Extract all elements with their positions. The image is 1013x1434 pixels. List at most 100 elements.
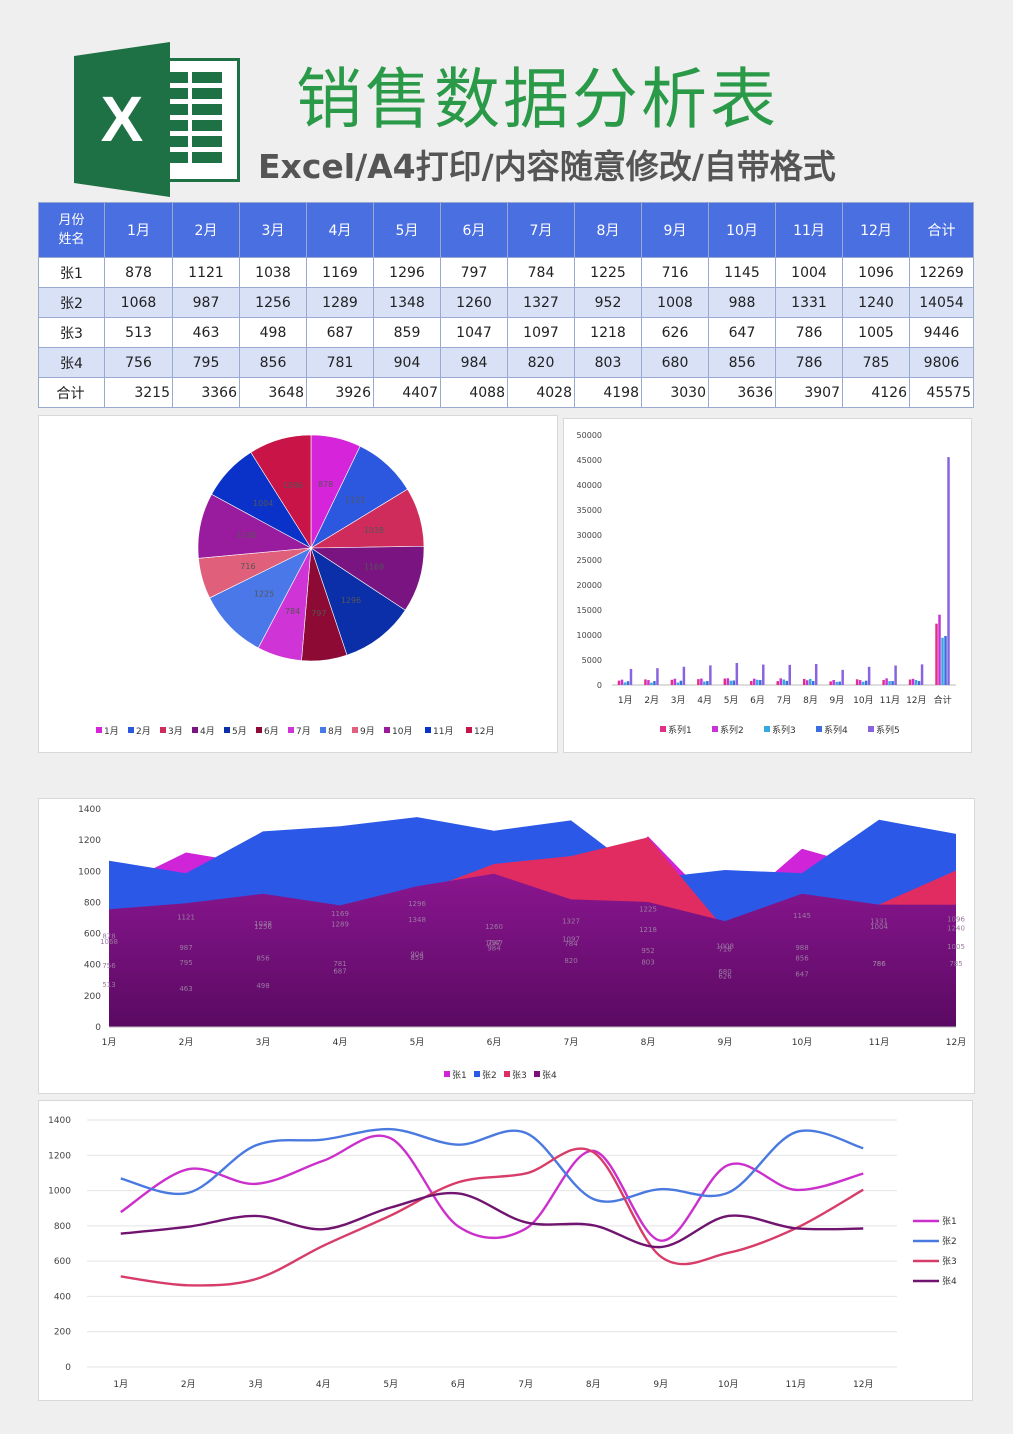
pie-data-label: 878: [318, 480, 333, 489]
table-cell: 1296: [373, 257, 441, 288]
y-tick-label: 30000: [577, 531, 602, 540]
x-tick-label: 8月: [641, 1037, 656, 1048]
table-cell: 4126: [842, 377, 910, 408]
x-tick-label: 11月: [786, 1379, 806, 1390]
column-header: 4月: [306, 202, 374, 258]
column-header: 3月: [239, 202, 307, 258]
legend-label: 10月: [392, 726, 412, 737]
table-cell: 803: [574, 347, 642, 378]
x-tick-label: 3月: [256, 1037, 271, 1048]
bar: [679, 680, 683, 685]
x-tick-label: 4月: [316, 1379, 331, 1390]
table-cell: 14054: [909, 287, 974, 318]
legend-swatch: [96, 727, 102, 733]
legend-swatch: [764, 726, 770, 732]
y-tick-label: 35000: [577, 506, 602, 515]
bar: [855, 679, 859, 685]
page-title: 销售数据分析表: [296, 61, 779, 138]
bar: [888, 681, 891, 685]
line-series: [120, 1191, 864, 1249]
legend-label: 1月: [104, 726, 119, 737]
page-subtitle: Excel/A4打印/内容随意修改/自带格式: [258, 147, 836, 186]
area-data-label: 878: [102, 933, 115, 941]
table-cell: 1289: [306, 287, 374, 318]
table-cell: 1004: [775, 257, 843, 288]
x-tick-label: 6月: [451, 1379, 466, 1390]
x-tick-label: 1月: [113, 1379, 128, 1390]
area-data-label: 1004: [870, 923, 888, 931]
table-cell: 1097: [507, 317, 575, 348]
area-data-label: 859: [410, 954, 423, 962]
bar: [867, 666, 871, 685]
area-data-label: 820: [564, 957, 577, 965]
pie-data-label: 1296: [341, 596, 361, 605]
table-cell: 4028: [507, 377, 575, 408]
corner-bottom-label: 姓名: [58, 232, 85, 247]
table-cell: 3030: [641, 377, 709, 408]
bar: [882, 679, 885, 685]
bar: [647, 680, 650, 685]
table-cell: 4088: [440, 377, 508, 408]
table-cell: 1348: [373, 287, 441, 318]
table-row: 合计 3215 3366 3648 3926 4407 4088 4028 4198 3030 36…: [38, 377, 974, 408]
x-tick-label: 9月: [653, 1379, 668, 1390]
bar: [723, 678, 727, 685]
bar: [732, 680, 736, 685]
bar: [941, 637, 944, 685]
table-cell: 3907: [775, 377, 843, 408]
table-cell: 1225: [574, 257, 642, 288]
legend-label: 张4: [942, 1276, 957, 1287]
x-tick-label: 9月: [830, 695, 845, 706]
bar: [700, 678, 703, 685]
legend-label: 6月: [264, 726, 279, 737]
bar: [835, 681, 838, 685]
area-data-label: 1289: [331, 921, 349, 929]
area-data-label: 786: [872, 960, 886, 968]
x-tick-label: 11月: [880, 695, 900, 706]
legend-label: 张3: [512, 1070, 527, 1081]
bar: [838, 681, 841, 685]
excel-logo-letter: X: [100, 83, 144, 155]
column-header: 合计: [909, 202, 974, 258]
pie-data-label: 1096: [283, 481, 303, 490]
table-cell: 784: [507, 257, 575, 288]
area-data-label: 781: [333, 960, 346, 968]
table-cell: 4407: [373, 377, 441, 408]
area-data-label: 984: [487, 944, 501, 952]
y-tick-label: 600: [54, 1257, 71, 1267]
legend-label: 7月: [296, 726, 311, 737]
y-tick-label: 0: [65, 1363, 71, 1373]
legend-swatch: [192, 727, 198, 733]
legend-label: 12月: [474, 726, 494, 737]
legend-label: 张2: [482, 1070, 497, 1081]
bar: [673, 678, 677, 685]
bar: [805, 680, 809, 685]
legend-label: 3月: [168, 726, 183, 737]
bar: [759, 680, 762, 685]
column-header: 10月: [708, 202, 776, 258]
table-cell: 1068: [104, 287, 173, 318]
excel-logo-icon: X: [74, 42, 240, 197]
column-header: 9月: [641, 202, 709, 258]
area-data-label: 1169: [331, 910, 349, 918]
legend-label: 系列5: [876, 724, 900, 736]
area-data-label: 1121: [177, 914, 195, 922]
area-data-label: 498: [256, 982, 269, 990]
line-series: [120, 1134, 864, 1242]
y-tick-label: 1400: [48, 1116, 71, 1126]
area-data-label: 1327: [562, 918, 580, 926]
x-tick-label: 6月: [750, 695, 765, 706]
legend-label: 4月: [200, 726, 215, 737]
table-cell: 984: [440, 347, 508, 378]
bar-chart: 0 5000 10000 15000 20000 25000 30000 35000 40000…: [577, 431, 956, 736]
area-data-label: 756: [102, 962, 116, 970]
pie-slice: [310, 547, 406, 656]
y-tick-label: 800: [84, 898, 101, 908]
table-cell: 1169: [306, 257, 374, 288]
pie-data-label: 784: [285, 607, 300, 616]
pie-data-label: 1145: [237, 531, 257, 540]
table-cell: 756: [104, 347, 173, 378]
table-cell: 1240: [842, 287, 910, 318]
table-cell: 878: [104, 257, 173, 288]
table-cell: 9446: [909, 317, 974, 348]
